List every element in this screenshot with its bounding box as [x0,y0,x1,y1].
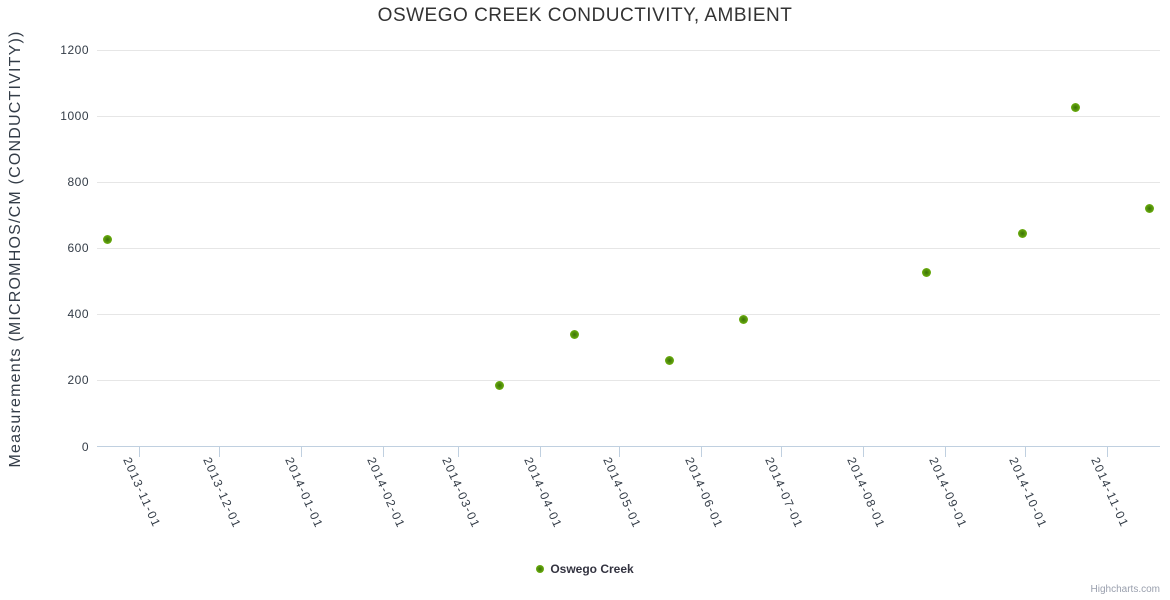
x-axis-label: 2014-05-01 [600,455,645,531]
x-axis-label: 2014-07-01 [762,455,806,531]
x-axis-tick [945,447,947,457]
legend-item-oswego-creek[interactable]: Oswego Creek [536,562,634,576]
x-axis-label: 2013-11-01 [120,455,165,530]
x-axis-label: 2014-06-01 [682,455,727,531]
y-gridline [97,248,1160,249]
y-gridline [97,49,1160,51]
data-point[interactable] [103,235,113,245]
data-point[interactable] [1144,203,1154,213]
y-gridline [97,380,1160,382]
x-axis-label: 2013-12-01 [200,455,245,531]
y-axis-label: 1200 [60,42,89,57]
x-axis-label: 2014-08-01 [844,455,889,531]
y-axis-label: 800 [67,174,89,189]
y-axis-label: 600 [67,241,89,255]
x-axis-label: 2014-09-01 [926,455,971,531]
y-axis-label: 200 [67,373,89,388]
data-point[interactable] [569,329,579,339]
y-axis-label: 1000 [60,108,89,123]
data-point[interactable] [922,268,932,278]
x-axis-tick [780,447,782,457]
x-axis-tick [863,447,865,457]
x-axis-tick [218,447,220,457]
data-point[interactable] [1070,102,1080,112]
x-axis-tick [301,447,303,457]
x-axis-tick [1024,447,1026,457]
x-axis-label: 2014-03-01 [438,455,483,531]
x-axis-tick [619,447,621,457]
x-axis-label: 2014-02-01 [364,455,409,531]
x-axis-line [97,446,1160,447]
credits-link[interactable]: Highcharts.com [1090,584,1160,595]
x-axis-label: 2014-10-01 [1006,455,1050,531]
x-axis-tick [139,447,141,457]
legend: Oswego Creek [0,562,1170,576]
data-point[interactable] [665,355,675,365]
y-axis-label: 0 [81,439,89,454]
y-gridline [97,314,1160,316]
x-axis-tick [457,447,459,457]
x-axis-tick [383,447,385,457]
x-axis-label: 2014-11-01 [1088,455,1132,530]
x-axis-tick [701,447,703,457]
data-point[interactable] [739,314,749,324]
data-point[interactable] [495,380,505,390]
x-axis-tick [539,447,541,457]
y-gridline [97,115,1160,117]
x-axis-label: 2014-04-01 [520,455,565,531]
x-axis-tick [1106,447,1108,457]
x-axis-label: 2014-01-01 [282,455,327,531]
data-point[interactable] [1017,228,1027,238]
y-gridline [97,181,1160,183]
chart-title: OSWEGO CREEK CONDUCTIVITY, AMBIENT [377,5,793,26]
legend-marker-icon [536,565,545,573]
y-axis-label: 400 [67,307,89,322]
legend-label: Oswego Creek [550,562,634,576]
